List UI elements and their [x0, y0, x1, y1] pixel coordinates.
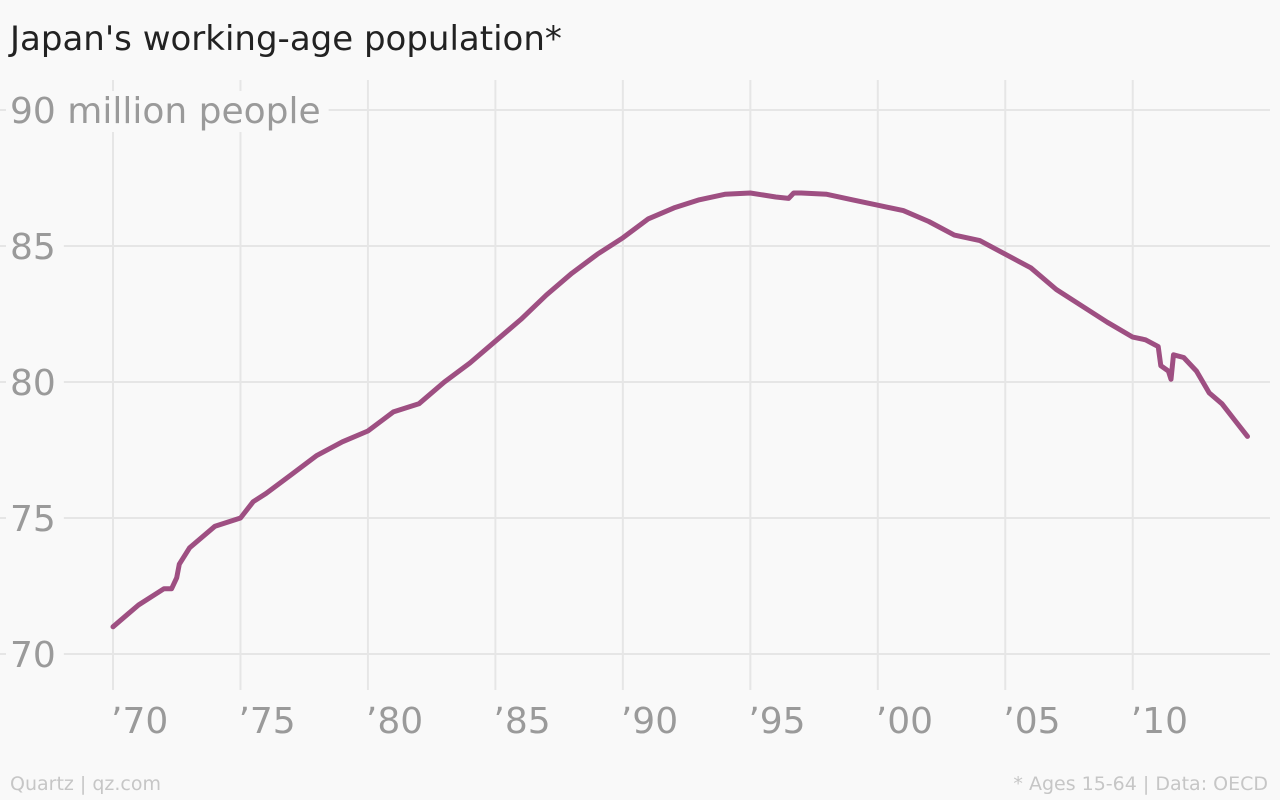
line [110, 190, 1250, 630]
y-tick-label: 85 [10, 227, 56, 268]
label-bg [6, 635, 64, 676]
x-tick-label: ’90 [621, 701, 678, 742]
x-tick-label: ’05 [1003, 701, 1060, 742]
x-tick-label: ’70 [111, 701, 168, 742]
chart-title: Japan's working-age population* [8, 19, 562, 59]
y-tick-label: 70 [10, 635, 56, 676]
grid [0, 80, 1270, 690]
y-tick-label: 75 [10, 499, 56, 540]
label-bg [6, 363, 64, 404]
x-tick-label: ’80 [366, 701, 423, 742]
x-tick-label: ’95 [748, 701, 805, 742]
x-tick-label: ’10 [1131, 701, 1188, 742]
y-tick-label: 80 [10, 363, 56, 404]
plot [110, 190, 1250, 630]
label-bg [6, 499, 64, 540]
x-tick-label: ’00 [876, 701, 933, 742]
note: * Ages 15-64 | Data: OECD [1013, 773, 1268, 795]
y-tick-label: 90 million people [10, 91, 321, 132]
label-bg [6, 227, 64, 268]
labels: ’70 ’75 ’80 ’85 ’90 ’95 ’00 ’05 ’10 70 75 80 85 90 mi… [6, 91, 1188, 742]
label-bg [6, 91, 329, 132]
x-tick-label: ’75 [238, 701, 295, 742]
source: Quartz | qz.com [10, 773, 161, 795]
x-tick-label: ’85 [493, 701, 550, 742]
